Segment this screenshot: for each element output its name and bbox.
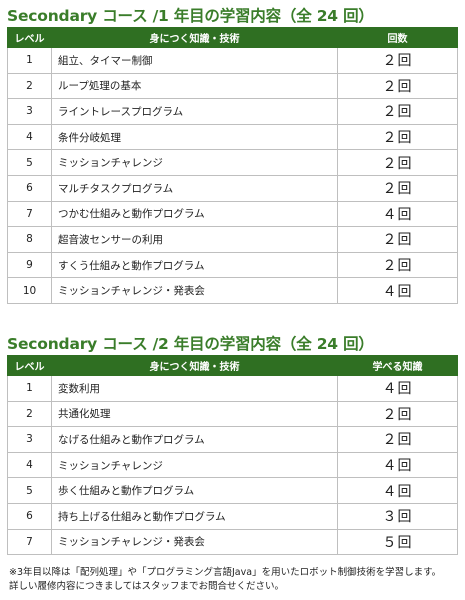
table-row: 3 なげる仕組みと動作プログラム ２回 — [7, 426, 458, 453]
table2-header-row: レベル 身につく知識・技術 学べる知識 — [7, 355, 458, 376]
level-cell: 6 — [7, 502, 52, 530]
count-cell: ２回 — [337, 98, 458, 125]
footnotes: ※3年目以降は「配列処理」や「プログラミング言語Java」を用いたロボット制御技… — [9, 566, 441, 594]
table2-title: Secondary コース /2 年目の学習内容（全 24 回） — [7, 335, 374, 353]
column-header-level: レベル — [7, 355, 52, 376]
skill-cell: つかむ仕組みと動作プログラム — [51, 200, 338, 228]
level-cell: 4 — [7, 123, 52, 151]
skill-cell: 歩く仕組みと動作プログラム — [51, 477, 338, 504]
skill-cell: 共通化処理 — [51, 400, 338, 428]
level-cell: 6 — [7, 174, 52, 202]
footnote-line: ※3年目以降は「配列処理」や「プログラミング言語Java」を用いたロボット制御技… — [9, 567, 442, 578]
skill-cell: ミッションチャレンジ — [51, 149, 338, 176]
count-cell: ４回 — [337, 200, 458, 228]
skill-cell: ミッションチャレンジ・発表会 — [51, 277, 338, 304]
level-cell: 3 — [7, 426, 52, 453]
table-row: 7 ミッションチャレンジ・発表会 ５回 — [7, 528, 458, 556]
level-cell: 3 — [7, 98, 52, 125]
level-cell: 7 — [7, 200, 52, 228]
level-cell: 9 — [7, 251, 52, 279]
skill-cell: ミッションチャレンジ・発表会 — [51, 528, 338, 556]
count-cell: ４回 — [337, 477, 458, 504]
level-cell: 5 — [7, 477, 52, 504]
table-row: 8 超音波センサーの利用 ２回 — [7, 226, 458, 253]
table1-title: Secondary コース /1 年目の学習内容（全 24 回） — [7, 7, 374, 25]
skill-cell: マルチタスクプログラム — [51, 174, 338, 202]
table-row: 7 つかむ仕組みと動作プログラム ４回 — [7, 200, 458, 228]
level-cell: 2 — [7, 400, 52, 428]
skill-cell: 超音波センサーの利用 — [51, 226, 338, 253]
table-row: 2 ループ処理の基本 ２回 — [7, 72, 458, 100]
column-header-skill: 身につく知識・技術 — [51, 27, 338, 48]
level-cell: 1 — [7, 375, 52, 402]
column-header-count: 回数 — [337, 27, 458, 48]
count-cell: ４回 — [337, 451, 458, 479]
table-row: 4 ミッションチャレンジ ４回 — [7, 451, 458, 479]
skill-cell: ループ処理の基本 — [51, 72, 338, 100]
column-header-skill: 身につく知識・技術 — [51, 355, 338, 376]
count-cell: ２回 — [337, 174, 458, 202]
level-cell: 1 — [7, 47, 52, 74]
table-row: 4 条件分岐処理 ２回 — [7, 123, 458, 151]
level-cell: 7 — [7, 528, 52, 556]
table-row: 1 組立、タイマー制御 ２回 — [7, 47, 458, 74]
table-row: 5 歩く仕組みと動作プログラム ４回 — [7, 477, 458, 504]
table-row: 10 ミッションチャレンジ・発表会 ４回 — [7, 277, 458, 304]
count-cell: ２回 — [337, 149, 458, 176]
table1-header-row: レベル 身につく知識・技術 回数 — [7, 27, 458, 48]
count-cell: ４回 — [337, 375, 458, 402]
footnote-line: 詳しい履修内容につきましてはスタッフまでお問合せください。 — [9, 581, 285, 592]
table-row: 5 ミッションチャレンジ ２回 — [7, 149, 458, 176]
table-row: 1 変数利用 ４回 — [7, 375, 458, 402]
table1: レベル 身につく知識・技術 回数 1 組立、タイマー制御 ２回 2 ループ処理の基本 ２回… — [7, 27, 458, 304]
table-row: 9 すくう仕組みと動作プログラム ２回 — [7, 251, 458, 279]
skill-cell: 組立、タイマー制御 — [51, 47, 338, 74]
skill-cell: 条件分岐処理 — [51, 123, 338, 151]
skill-cell: 変数利用 — [51, 375, 338, 402]
level-cell: 4 — [7, 451, 52, 479]
count-cell: ３回 — [337, 502, 458, 530]
count-cell: ２回 — [337, 251, 458, 279]
skill-cell: ライントレースプログラム — [51, 98, 338, 125]
count-cell: ５回 — [337, 528, 458, 556]
table-row: 3 ライントレースプログラム ２回 — [7, 98, 458, 125]
skill-cell: ミッションチャレンジ — [51, 451, 338, 479]
count-cell: ２回 — [337, 426, 458, 453]
column-header-knowledge: 学べる知識 — [337, 355, 458, 376]
count-cell: ４回 — [337, 277, 458, 304]
count-cell: ２回 — [337, 123, 458, 151]
count-cell: ２回 — [337, 400, 458, 428]
column-header-level: レベル — [7, 27, 52, 48]
skill-cell: すくう仕組みと動作プログラム — [51, 251, 338, 279]
count-cell: ２回 — [337, 47, 458, 74]
table-row: 6 持ち上げる仕組みと動作プログラム ３回 — [7, 502, 458, 530]
level-cell: 2 — [7, 72, 52, 100]
table2: レベル 身につく知識・技術 学べる知識 1 変数利用 ４回 2 共通化処理 ２回 3 なげる仕… — [7, 355, 458, 556]
level-cell: 8 — [7, 226, 52, 253]
count-cell: ２回 — [337, 226, 458, 253]
table-row: 2 共通化処理 ２回 — [7, 400, 458, 428]
skill-cell: 持ち上げる仕組みと動作プログラム — [51, 502, 338, 530]
level-cell: 10 — [7, 277, 52, 304]
table-row: 6 マルチタスクプログラム ２回 — [7, 174, 458, 202]
skill-cell: なげる仕組みと動作プログラム — [51, 426, 338, 453]
count-cell: ２回 — [337, 72, 458, 100]
level-cell: 5 — [7, 149, 52, 176]
